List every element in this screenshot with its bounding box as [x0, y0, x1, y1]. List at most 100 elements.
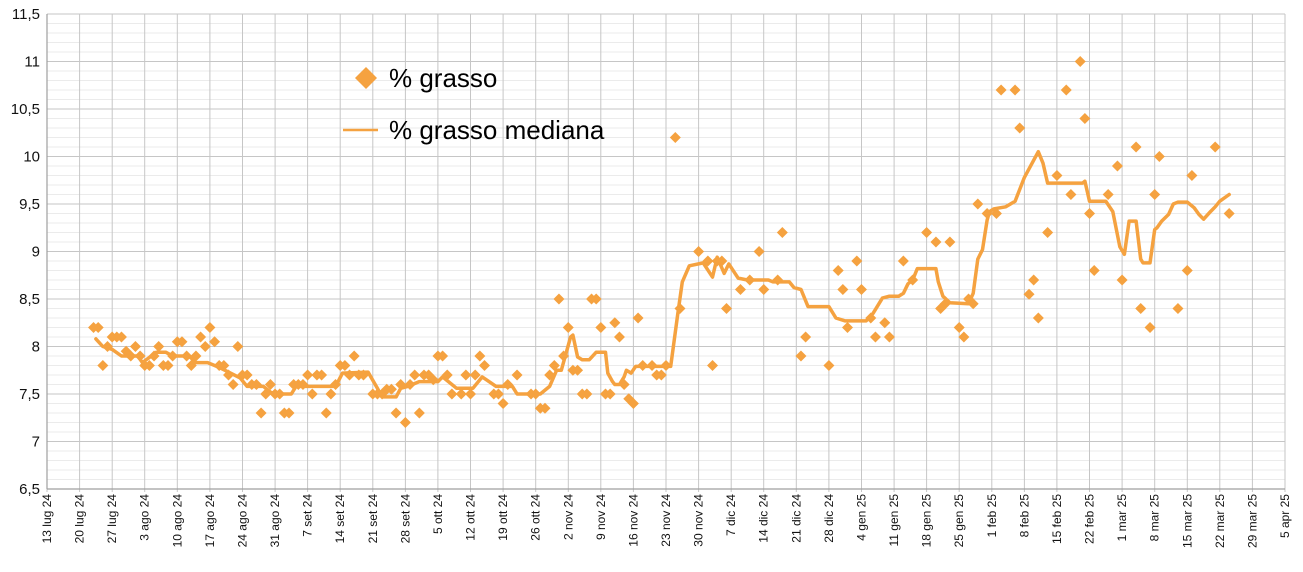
data-point-diamond — [1102, 189, 1114, 200]
y-tick-label: 9 — [32, 244, 40, 261]
data-point-diamond — [1032, 312, 1044, 324]
data-point-diamond — [204, 322, 216, 333]
data-point-diamond — [92, 322, 104, 333]
data-point-diamond — [1172, 303, 1184, 314]
data-point-diamond — [1028, 274, 1040, 286]
data-point-diamond — [143, 360, 155, 371]
y-tick-label: 7 — [32, 434, 40, 451]
data-point-diamond — [869, 331, 881, 343]
data-point-diamond — [460, 369, 472, 381]
data-point-diamond — [530, 388, 542, 400]
axes — [46, 14, 1285, 490]
data-point-diamond — [125, 350, 137, 362]
data-point-diamond — [339, 360, 351, 371]
data-point-diamond — [604, 388, 616, 400]
data-point-diamond — [427, 374, 439, 386]
x-tick-label: 5 ott 24 — [431, 494, 445, 534]
data-point-diamond — [129, 341, 141, 352]
x-tick-label: 15 mar 25 — [1180, 494, 1194, 548]
x-tick-label: 5 apr 25 — [1278, 494, 1292, 538]
data-point-diamond — [297, 379, 309, 390]
y-tick-label: 10 — [23, 149, 40, 166]
data-point-diamond — [553, 293, 565, 305]
data-point-diamond — [1023, 288, 1035, 300]
x-tick-label: 15 feb 25 — [1050, 494, 1064, 544]
data-point-diamond — [981, 208, 993, 219]
y-tick-label: 9,5 — [19, 196, 40, 213]
data-point-diamond — [972, 198, 984, 210]
data-point-diamond — [897, 255, 909, 267]
data-point-diamond — [255, 407, 267, 419]
data-point-diamond — [855, 284, 867, 295]
legend-label-grasso-mediana: % grasso mediana — [389, 115, 605, 145]
data-point-diamond — [446, 388, 458, 400]
data-point-diamond — [320, 407, 332, 419]
data-point-diamond — [190, 350, 202, 362]
data-point-diamond — [250, 379, 262, 390]
x-tick-label: 16 nov 24 — [626, 494, 640, 547]
data-point-diamond — [465, 388, 477, 400]
data-point-diamond — [967, 298, 979, 310]
data-point-diamond — [264, 379, 276, 390]
data-point-diamond — [97, 360, 109, 371]
data-point-diamond — [758, 284, 770, 295]
x-tick-label: 14 dic 24 — [757, 494, 771, 543]
data-point-diamond — [1079, 113, 1091, 124]
data-point-diamond — [716, 255, 728, 267]
data-point-diamond — [478, 360, 490, 371]
data-point-diamond — [148, 350, 160, 362]
data-point-diamond — [1116, 274, 1128, 286]
data-point-diamond — [674, 303, 686, 314]
x-tick-label: 22 mar 25 — [1213, 494, 1227, 548]
data-point-diamond — [1088, 265, 1100, 276]
data-point-diamond — [990, 208, 1002, 219]
x-tick-label: 21 dic 24 — [789, 494, 803, 543]
data-point-diamond — [162, 360, 174, 371]
y-tick-label: 8 — [32, 339, 40, 356]
x-tick-label: 3 ago 24 — [138, 494, 152, 541]
y-tick-label: 11 — [24, 54, 40, 71]
data-point-diamond — [800, 331, 812, 343]
data-point-diamond — [1181, 265, 1193, 276]
data-point-diamond — [558, 350, 570, 362]
x-tick-label: 28 dic 24 — [822, 494, 836, 543]
data-point-diamond — [1042, 227, 1054, 238]
data-point-diamond — [595, 322, 607, 333]
data-point-diamond — [404, 379, 416, 390]
data-point-diamond — [907, 274, 919, 286]
y-tick-label: 6,5 — [19, 481, 40, 498]
data-point-diamond — [879, 317, 891, 329]
x-tick-label: 29 mar 25 — [1245, 494, 1259, 548]
data-point-diamond — [102, 341, 114, 352]
x-tick-label: 8 mar 25 — [1148, 494, 1162, 542]
data-point-diamond — [637, 360, 649, 371]
data-point-diamond — [548, 360, 560, 371]
data-point-diamond — [357, 369, 369, 381]
median-line — [94, 149, 1231, 399]
data-point-diamond — [609, 317, 621, 329]
data-point-diamond — [181, 350, 193, 362]
median-line-series — [94, 149, 1231, 399]
data-point-diamond — [613, 331, 625, 343]
legend: % grasso % grasso mediana — [343, 63, 605, 145]
data-point-diamond — [1130, 141, 1142, 153]
data-point-diamond — [734, 284, 746, 295]
data-point-diamond — [176, 336, 188, 348]
x-tick-label: 31 ago 24 — [268, 494, 282, 548]
data-point-diamond — [437, 350, 449, 362]
data-point-diamond — [502, 379, 514, 390]
data-point-diamond — [260, 388, 272, 400]
data-point-diamond — [539, 402, 551, 414]
data-point-diamond — [167, 350, 179, 362]
data-point-diamond — [883, 331, 895, 343]
data-point-diamond — [1074, 56, 1086, 67]
data-point-diamond — [1014, 122, 1026, 134]
x-tick-label: 28 set 24 — [398, 494, 412, 544]
data-point-diamond — [227, 379, 239, 390]
y-tick-label: 7,5 — [19, 386, 40, 403]
data-point-diamond — [581, 388, 593, 400]
data-point-diamond — [627, 398, 639, 409]
data-point-diamond — [707, 360, 719, 371]
